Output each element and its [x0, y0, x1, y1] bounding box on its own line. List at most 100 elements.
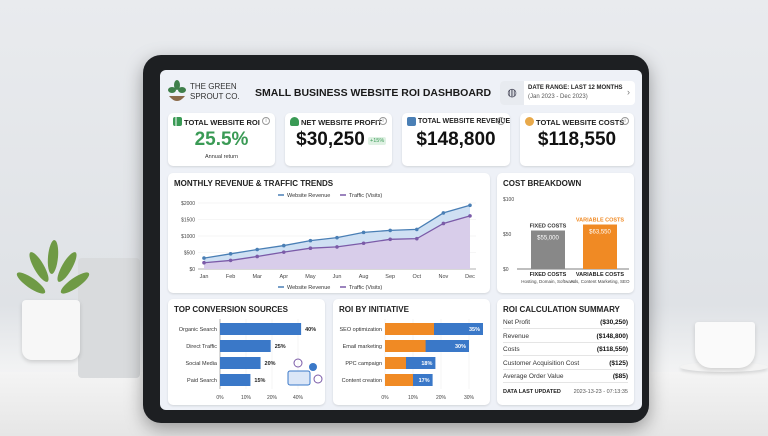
revenue-point [202, 256, 206, 260]
kpi-card-costs: TOTAL WEBSITE COSTS i $118,550 [520, 113, 634, 166]
coffee-mug [695, 322, 755, 368]
traffic-point [388, 237, 392, 242]
summary-value: ($30,250) [600, 319, 628, 326]
y-tick-label: $50 [503, 232, 512, 238]
category-label: Social Media [186, 361, 218, 367]
traffic-point [308, 246, 313, 251]
info-icon[interactable]: i [262, 117, 270, 125]
coins-icon [525, 117, 534, 126]
info-icon[interactable]: i [621, 117, 629, 125]
x-tick-label: 20% [436, 395, 447, 401]
revenue-point [335, 235, 339, 240]
updated-value: 2023-13-23 - 07:13:35 [573, 389, 628, 395]
bar-value-label: 30% [455, 344, 466, 350]
info-icon[interactable]: i [379, 117, 387, 125]
roi-bar-orange [385, 357, 406, 369]
kpi-title: TOTAL WEBSITE COSTS [536, 118, 625, 127]
bar-chart-icon [173, 117, 182, 126]
conversion-bar [220, 374, 251, 386]
traffic-point [255, 254, 259, 259]
category-label: Paid Search [187, 378, 217, 384]
card-title: MONTHLY REVENUE & TRAFFIC TRENDS [174, 179, 334, 188]
traffic-point [335, 245, 339, 249]
summary-row: Revenue ($148,800) [503, 331, 628, 343]
summary-card: ROI CALCULATION SUMMARY Net Profit ($30,2… [497, 299, 634, 405]
y-tick-label: $0 [189, 267, 195, 273]
kpi-card-profit: NET WEBSITE PROFIT i $30,250 +15% [285, 113, 392, 166]
summary-row: Customer Acquisition Cost ($125) [503, 358, 628, 370]
conversion-bar [220, 357, 261, 369]
bar-value-label: 25% [275, 344, 286, 350]
category-label: Email marketing [343, 344, 382, 350]
bar-value-label: 20% [265, 361, 276, 367]
x-tick-label: Oct [413, 274, 422, 280]
x-tick-label: May [305, 274, 316, 280]
traffic-area [204, 215, 470, 269]
x-tick-label: Jun [333, 274, 342, 280]
brand-name-line2: SPROUT CO. [190, 92, 240, 101]
traffic-point [228, 258, 233, 263]
kpi-value: $148,800 [416, 129, 496, 150]
summary-label: Net Profit [503, 319, 531, 326]
initiative-card: ROI BY INITIATIVE 0% 10% 20% 30% SEO optimiz… [333, 299, 490, 405]
profit-change-badge: +15% [368, 137, 387, 145]
bar-value-label: 15% [254, 378, 265, 384]
conversion-bar [220, 340, 271, 352]
kpi-card-revenue: TOTAL WEBSITE REVENUE i $148,800 [402, 113, 510, 166]
revenue-point [282, 243, 286, 248]
bar-value-label: 40% [305, 327, 316, 333]
x-tick-label: Dec [465, 274, 475, 280]
cost-bar [531, 230, 565, 269]
globe-icon: ◍ [500, 81, 524, 105]
date-range-button[interactable]: ◍ DATE RANGE: LAST 12 MONTHS (Jan 2023 -… [500, 81, 635, 105]
revenue-point [468, 203, 472, 208]
conversion-bar [220, 323, 302, 335]
legend-label: Website Revenue [287, 285, 330, 291]
kpi-title: NET WEBSITE PROFIT [301, 118, 382, 127]
revenue-point [361, 230, 366, 235]
summary-label: Average Order Value [503, 373, 564, 380]
category-label: SEO optimization [340, 327, 383, 333]
category-label: Organic Search [179, 327, 217, 333]
bar-top-label: VARIABLE COSTS [576, 218, 625, 224]
bar-value-label: $63,550 [589, 230, 611, 236]
summary-value: ($85) [612, 373, 628, 380]
kpi-title: TOTAL WEBSITE ROI [184, 118, 260, 127]
traffic-point [361, 241, 366, 246]
cost-card: COST BREAKDOWN $0 $50 $100 $55,000 FIXED COS… [497, 173, 634, 293]
y-tick-label: $500 [184, 251, 195, 257]
summary-label: Revenue [503, 332, 530, 340]
kpi-value: 25.5% [194, 129, 249, 150]
traffic-point [441, 221, 446, 226]
dashboard-screen: THE GREEN SPROUT CO. SMALL BUSINESS WEBS… [160, 70, 642, 410]
summary-row: Costs ($118,550) [503, 344, 628, 356]
x-tick-label: Mar [252, 274, 262, 280]
category-label: Content creation [342, 378, 382, 384]
plant-pot [22, 300, 80, 360]
roi-bar-orange [385, 323, 434, 335]
card-title: TOP CONVERSION SOURCES [174, 305, 288, 314]
conversion-chart: 0% 10% 20% 40% Organic Search 40% Direct Traff… [179, 319, 323, 401]
summary-row: Average Order Value ($85) [503, 371, 628, 383]
category-label: PPC campaign [345, 361, 382, 367]
x-tick-label: 20% [267, 395, 278, 401]
traffic-point [415, 236, 419, 241]
x-tick-label: 0% [216, 395, 224, 401]
summary-label: Customer Acquisition Cost [503, 359, 580, 367]
kpi-title: TOTAL WEBSITE REVENUE [418, 118, 511, 125]
x-tick-label: Aug [359, 274, 369, 280]
card-title: ROI CALCULATION SUMMARY [503, 305, 620, 314]
x-tick-label: 0% [381, 395, 389, 401]
info-icon[interactable]: i [497, 117, 505, 125]
revenue-point [441, 211, 446, 215]
bar-value-label: 18% [421, 361, 432, 367]
card-title: ROI BY INITIATIVE [339, 305, 409, 314]
laptop-illustration-icon [287, 370, 311, 386]
revenue-point [388, 228, 392, 233]
roi-bar-orange [385, 374, 413, 386]
kpi-value: $30,250 [296, 129, 365, 150]
plant-money-icon [290, 117, 299, 126]
date-range-label: DATE RANGE: LAST 12 MONTHS [528, 85, 623, 91]
category-label: Direct Traffic [186, 344, 217, 350]
